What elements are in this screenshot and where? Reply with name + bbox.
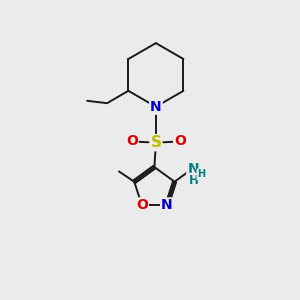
Text: O: O — [174, 134, 186, 148]
Text: N: N — [187, 162, 199, 176]
Text: H: H — [197, 169, 206, 179]
Text: H: H — [189, 174, 199, 187]
Text: N: N — [161, 198, 173, 212]
Text: S: S — [150, 135, 161, 150]
Text: N: N — [150, 100, 162, 114]
Text: O: O — [126, 134, 138, 148]
Text: O: O — [136, 198, 148, 212]
